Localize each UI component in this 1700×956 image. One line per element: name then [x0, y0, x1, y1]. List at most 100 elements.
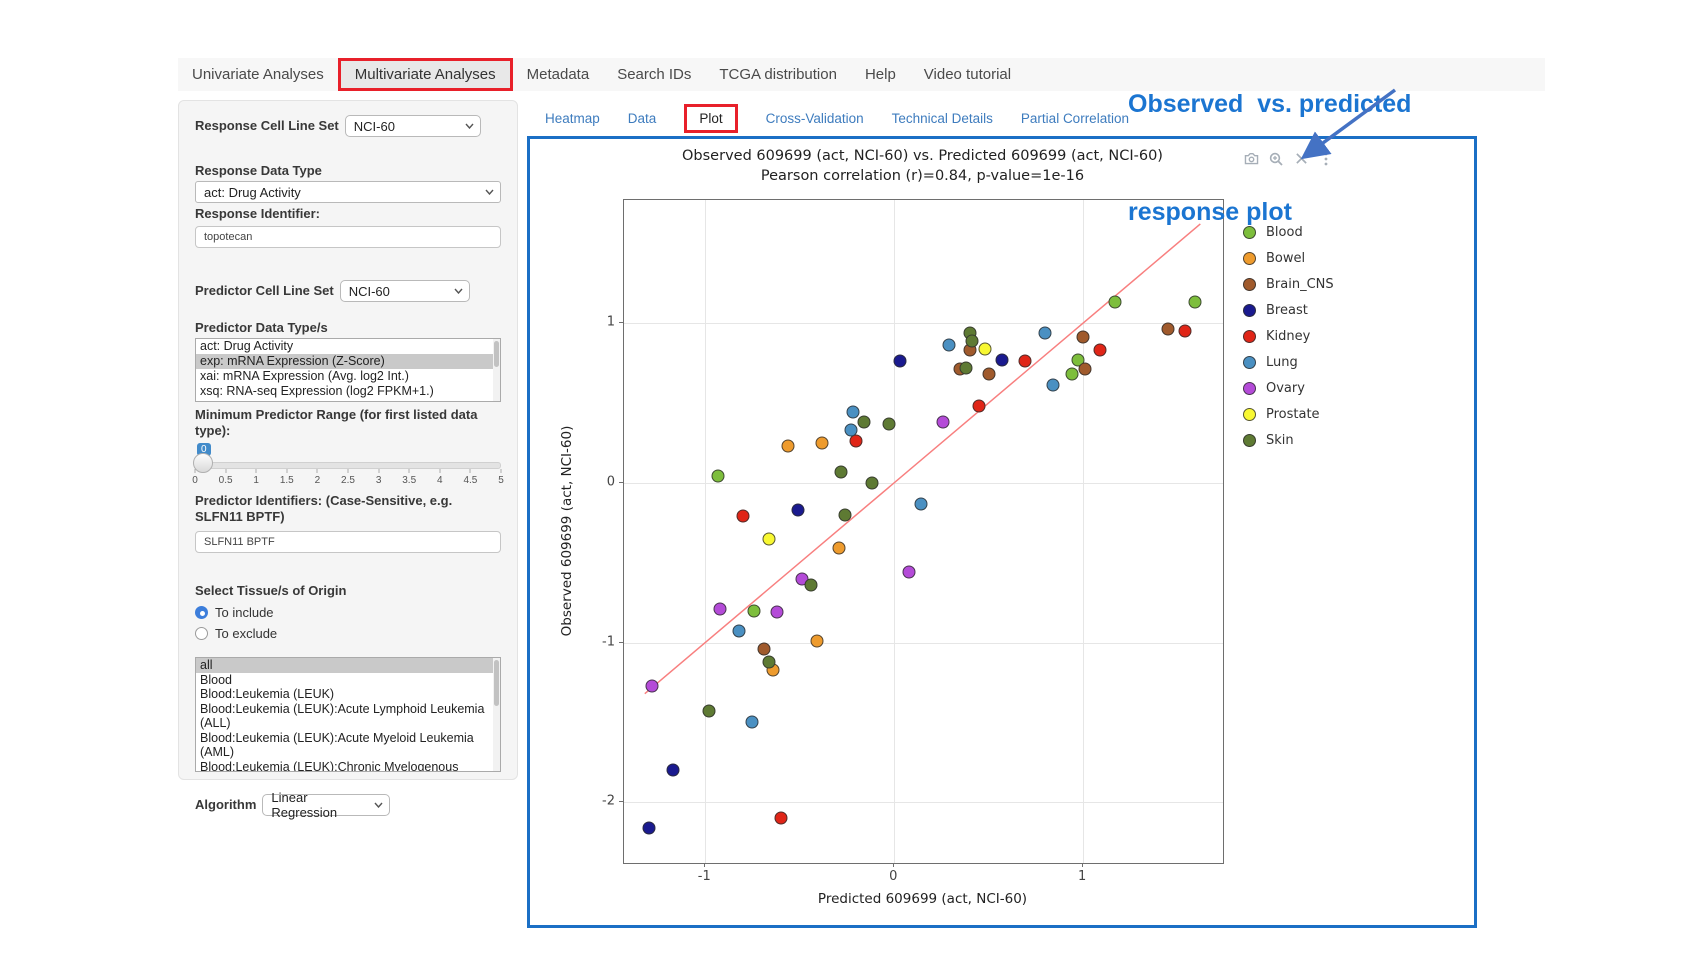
response-identifier-input[interactable]: [195, 226, 501, 248]
camera-icon[interactable]: [1243, 151, 1259, 166]
tissue-origin-listbox[interactable]: all Blood Blood:Leukemia (LEUK) Blood:Leuke…: [195, 657, 501, 772]
predictor-identifiers-input[interactable]: [195, 531, 501, 553]
point-lung[interactable]: [846, 405, 860, 419]
point-skin[interactable]: [965, 334, 979, 348]
tab-partial-correlation[interactable]: Partial Correlation: [1020, 111, 1129, 126]
point-bowel[interactable]: [781, 439, 795, 453]
point-lung[interactable]: [745, 715, 759, 729]
scrollbar[interactable]: [493, 339, 500, 401]
point-bowel[interactable]: [832, 541, 846, 555]
point-skin[interactable]: [882, 417, 896, 431]
slider-track[interactable]: [195, 462, 501, 469]
point-brain-cns[interactable]: [1161, 322, 1175, 336]
point-kidney[interactable]: [1178, 324, 1192, 338]
point-kidney[interactable]: [1093, 343, 1107, 357]
listbox-option-blood[interactable]: Blood: [200, 672, 232, 687]
scrollbar[interactable]: [493, 658, 500, 771]
point-blood[interactable]: [1188, 295, 1202, 309]
point-kidney[interactable]: [774, 811, 788, 825]
legend-item-blood[interactable]: Blood: [1243, 219, 1334, 245]
algorithm-select[interactable]: Linear Regression: [262, 790, 391, 820]
point-skin[interactable]: [857, 415, 871, 429]
point-skin[interactable]: [838, 508, 852, 522]
point-lung[interactable]: [844, 423, 858, 437]
point-skin[interactable]: [702, 704, 716, 718]
listbox-option-blood-leukemia-leuk-chronic-myelogenous-[interactable]: Blood:Leukemia (LEUK):Chronic Myelogenou…: [200, 759, 459, 772]
point-breast[interactable]: [666, 763, 680, 777]
point-blood[interactable]: [1108, 295, 1122, 309]
listbox-option-blood-leukemia-leuk[interactable]: Blood:Leukemia (LEUK): [200, 687, 335, 701]
point-ovary[interactable]: [713, 602, 727, 616]
nav-item-search-ids[interactable]: Search IDs: [617, 66, 692, 83]
point-kidney[interactable]: [736, 509, 750, 523]
tab-data[interactable]: Data: [627, 111, 657, 126]
point-ovary[interactable]: [902, 565, 916, 579]
listbox-option-xsq-rna-seq-expression-log2-fpkm-1[interactable]: xsq: RNA-seq Expression (log2 FPKM+1.): [200, 384, 434, 398]
radio-to-exclude[interactable]: To exclude: [195, 626, 501, 641]
legend-item-brain-cns[interactable]: Brain_CNS: [1243, 271, 1334, 297]
point-breast[interactable]: [791, 503, 805, 517]
slider-handle[interactable]: [193, 453, 213, 473]
point-brain-cns[interactable]: [982, 367, 996, 381]
point-lung[interactable]: [1038, 326, 1052, 340]
predictor-data-types-listbox[interactable]: act: Drug Activity exp: mRNA Expression (…: [195, 338, 501, 402]
point-prostate[interactable]: [978, 342, 992, 356]
response-cell-line-set-select[interactable]: NCI-60: [344, 115, 481, 137]
nav-item-help[interactable]: Help: [864, 66, 896, 83]
point-prostate[interactable]: [762, 532, 776, 546]
legend-item-skin[interactable]: Skin: [1243, 427, 1334, 453]
point-bowel[interactable]: [815, 436, 829, 450]
tab-plot[interactable]: Plot: [684, 104, 738, 133]
point-ovary[interactable]: [770, 605, 784, 619]
nav-item-univariate-analyses[interactable]: Univariate Analyses: [192, 66, 324, 83]
point-ovary[interactable]: [936, 415, 950, 429]
radio-to-include[interactable]: To include: [195, 605, 501, 620]
point-skin[interactable]: [959, 361, 973, 375]
listbox-option-xai-mrna-expression-avg-log2-int[interactable]: xai: mRNA Expression (Avg. log2 Int.): [200, 369, 409, 383]
point-kidney[interactable]: [972, 399, 986, 413]
legend-item-bowel[interactable]: Bowel: [1243, 245, 1334, 271]
listbox-option-act-drug-activity[interactable]: act: Drug Activity: [200, 339, 294, 353]
tab-technical-details[interactable]: Technical Details: [891, 111, 993, 126]
point-ovary[interactable]: [645, 679, 659, 693]
listbox-option-blood-leukemia-leuk-acute-lymphoid-leuke[interactable]: Blood:Leukemia (LEUK):Acute Lymphoid Leu…: [200, 701, 485, 731]
legend-item-prostate[interactable]: Prostate: [1243, 401, 1334, 427]
point-skin[interactable]: [762, 655, 776, 669]
predictor-cell-line-set-select[interactable]: NCI-60: [339, 280, 470, 302]
point-lung[interactable]: [1046, 378, 1060, 392]
point-blood[interactable]: [747, 604, 761, 618]
point-brain-cns[interactable]: [1078, 362, 1092, 376]
point-skin[interactable]: [834, 465, 848, 479]
tab-heatmap[interactable]: Heatmap: [545, 111, 600, 126]
point-blood[interactable]: [1065, 367, 1079, 381]
point-brain-cns[interactable]: [1076, 330, 1090, 344]
nav-item-tcga-distribution[interactable]: TCGA distribution: [719, 66, 837, 83]
point-lung[interactable]: [942, 338, 956, 352]
nav-item-video-tutorial[interactable]: Video tutorial: [923, 66, 1012, 83]
legend-item-ovary[interactable]: Ovary: [1243, 375, 1334, 401]
point-bowel[interactable]: [810, 634, 824, 648]
listbox-option-exp-mrna-expression-z-score[interactable]: exp: mRNA Expression (Z-Score): [196, 354, 500, 369]
response-data-type-select[interactable]: act: Drug Activity: [195, 181, 501, 203]
point-lung[interactable]: [914, 497, 928, 511]
tab-cross-validation[interactable]: Cross-Validation: [765, 111, 864, 126]
point-lung[interactable]: [732, 624, 746, 638]
zoom-in-icon[interactable]: [1268, 151, 1284, 166]
legend-item-lung[interactable]: Lung: [1243, 349, 1334, 375]
listbox-option-all[interactable]: all: [196, 658, 500, 673]
nav-item-multivariate-analyses[interactable]: Multivariate Analyses: [337, 58, 513, 91]
nav-item-metadata[interactable]: Metadata: [526, 66, 590, 83]
point-brain-cns[interactable]: [757, 642, 771, 656]
legend-item-kidney[interactable]: Kidney: [1243, 323, 1334, 349]
point-kidney[interactable]: [849, 434, 863, 448]
legend-item-breast[interactable]: Breast: [1243, 297, 1334, 323]
point-kidney[interactable]: [1018, 354, 1032, 368]
point-skin[interactable]: [865, 476, 879, 490]
point-breast[interactable]: [995, 353, 1009, 367]
min-predictor-range-slider[interactable]: 0 0 0.5 1 1.5 2 2.5 3 3.5 4 4.5 5: [192, 443, 504, 489]
listbox-option-blood-leukemia-leuk-acute-myeloid-leukem[interactable]: Blood:Leukemia (LEUK):Acute Myeloid Leuk…: [200, 730, 474, 760]
point-blood[interactable]: [711, 469, 725, 483]
point-breast[interactable]: [893, 354, 907, 368]
point-skin[interactable]: [804, 578, 818, 592]
plot-area[interactable]: [623, 199, 1224, 864]
